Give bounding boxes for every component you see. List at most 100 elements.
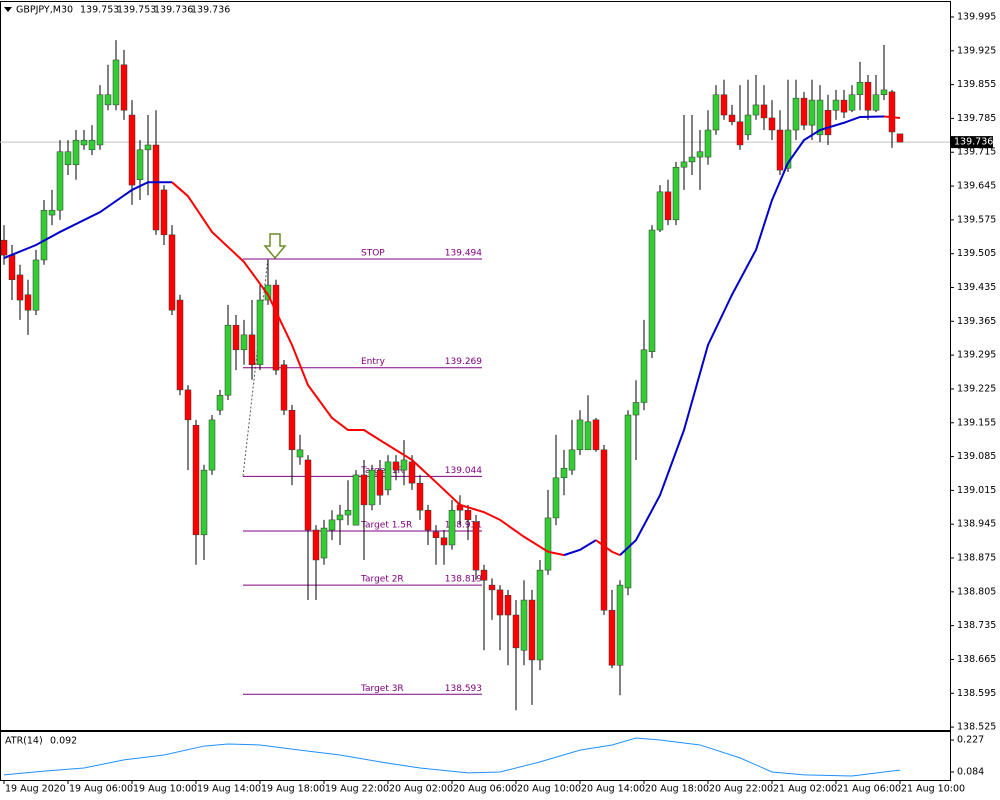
candle-body — [88, 139, 96, 151]
candle-body — [248, 334, 256, 366]
candle-body — [888, 91, 896, 133]
candle-body — [152, 144, 160, 231]
y-tick-label: 139.015 — [957, 485, 996, 496]
candle-body — [440, 537, 448, 546]
candle-body — [704, 129, 712, 158]
candle-body — [232, 324, 240, 351]
moving-average — [171, 181, 565, 557]
candle-body — [24, 294, 32, 311]
moving-average — [3, 181, 172, 259]
candle-body — [680, 161, 688, 168]
level-label: Target 1.5R — [360, 520, 412, 530]
candle-body — [632, 402, 640, 416]
candle-body — [776, 129, 784, 171]
level-value: 139.269 — [445, 357, 482, 367]
atr-current: 0.092 — [50, 736, 77, 747]
candle-body — [208, 419, 216, 471]
trend-line — [242, 257, 269, 477]
candle-body — [816, 99, 824, 136]
candle-body — [832, 99, 840, 111]
candle-body — [336, 514, 344, 521]
last-close: 139.736 — [191, 5, 230, 16]
candle-body — [264, 284, 272, 301]
candle-body — [32, 259, 40, 311]
y-tick-label: 138.945 — [957, 519, 996, 530]
candle-body — [288, 409, 296, 451]
candle-body — [688, 156, 696, 163]
level-label: STOP — [361, 248, 385, 258]
x-tick-label: 21 Aug 06:00 — [837, 784, 901, 795]
candle-body — [496, 589, 504, 616]
candle-body — [536, 569, 544, 661]
y-tick-label: 139.435 — [957, 282, 996, 293]
y-tick-label: 139.575 — [957, 214, 996, 225]
candle-body — [320, 527, 328, 559]
x-tick-label: 19 Aug 2020 — [5, 784, 66, 795]
candle-body — [168, 234, 176, 311]
candle-body — [64, 151, 72, 166]
candle-body — [648, 229, 656, 352]
candle-body — [800, 97, 808, 126]
x-tick-label: 20 Aug 06:00 — [453, 784, 517, 795]
candle-body — [544, 517, 552, 571]
candle-body — [728, 114, 736, 123]
x-tick-label: 21 Aug 02:00 — [773, 784, 837, 795]
candle-body — [176, 299, 184, 391]
candle-body — [712, 94, 720, 131]
candle-body — [40, 209, 48, 261]
candle-body — [896, 133, 904, 143]
menu-icon[interactable] — [4, 7, 12, 12]
candle-body — [80, 139, 88, 146]
candle-body — [392, 461, 400, 471]
y-tick-label: 139.785 — [957, 113, 996, 124]
y-tick-label: 139.295 — [957, 350, 996, 361]
candle-body — [96, 94, 104, 146]
candle-body — [192, 424, 200, 536]
candle-body — [560, 467, 568, 479]
atr-line — [3, 737, 901, 777]
y-tick-label: 139.085 — [957, 451, 996, 462]
x-tick-label: 20 Aug 10:00 — [517, 784, 581, 795]
level-value: 138.819 — [445, 575, 482, 585]
x-tick-label: 19 Aug 18:00 — [261, 784, 325, 795]
candle-body — [360, 474, 368, 506]
candle-body — [504, 594, 512, 616]
candle-body — [56, 151, 64, 211]
candle-body — [616, 584, 624, 666]
y-tick-label: 139.855 — [957, 79, 996, 90]
x-tick-label: 20 Aug 18:00 — [645, 784, 709, 795]
y-tick-label: 138.735 — [957, 620, 996, 631]
candle-body — [224, 324, 232, 396]
price-tag-label: 139.736 — [954, 137, 993, 148]
y-tick-label: 138.525 — [957, 722, 996, 733]
x-tick-label: 19 Aug 14:00 — [197, 784, 261, 795]
candle-body — [592, 419, 600, 451]
y-tick-label: 139.645 — [957, 181, 996, 192]
candle-body — [600, 449, 608, 611]
price-tag — [951, 136, 993, 149]
candle-body — [408, 461, 416, 484]
candle-body — [864, 81, 872, 111]
x-tick-label: 19 Aug 10:00 — [133, 784, 197, 795]
candle-body — [376, 469, 384, 496]
candle-body — [848, 94, 856, 111]
last-high: 139.753 — [117, 5, 156, 16]
candle-body — [640, 349, 648, 403]
candle-body — [272, 284, 280, 371]
y-tick-label: 139.225 — [957, 383, 996, 394]
candle-body — [344, 509, 352, 516]
y-tick-label: 139.995 — [957, 11, 996, 22]
candle-body — [352, 474, 360, 526]
candle-body — [664, 191, 672, 221]
signal-arrow — [263, 233, 287, 260]
atr-y-tick-label: 0.227 — [957, 735, 984, 746]
candle-body — [280, 364, 288, 411]
candle-body — [0, 239, 8, 256]
candle-body — [880, 89, 888, 96]
candle-body — [736, 121, 744, 146]
level-label: Target 3R — [360, 684, 404, 694]
candle-body — [400, 459, 408, 471]
candle-body — [624, 414, 632, 589]
